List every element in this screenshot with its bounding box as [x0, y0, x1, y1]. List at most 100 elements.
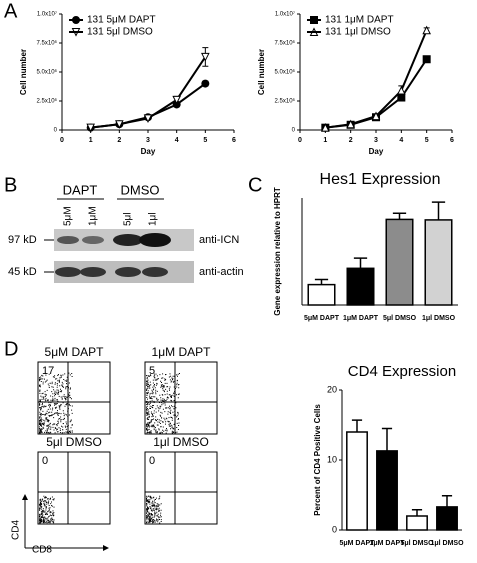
- marker: [346, 119, 355, 129]
- flow-title: 1μl DMSO: [153, 435, 209, 449]
- antibody: anti-actin: [199, 266, 244, 278]
- x-axis-label: Day: [141, 147, 156, 156]
- x-tick-label: 1μM DAPT: [343, 315, 379, 322]
- x-tick-label: 3: [146, 137, 150, 144]
- blot-group: DMSO: [121, 182, 160, 197]
- flow-frame: [37, 361, 111, 435]
- x-tick-label: 5: [425, 137, 429, 144]
- y-tick-label: 0: [292, 128, 296, 134]
- event-dots: [39, 495, 55, 524]
- x-axis-label: Day: [369, 147, 384, 156]
- event-dots: [146, 373, 180, 434]
- marker: [115, 120, 124, 129]
- lane-label: 5μl: [123, 212, 134, 226]
- x-tick-label: 4: [399, 137, 403, 144]
- y-tick-label: 1.0x10⁷: [37, 11, 57, 18]
- quadrant-percent: 17: [42, 365, 54, 377]
- x-tick-label: 5μl DMSO: [383, 315, 417, 322]
- bar: [406, 515, 428, 531]
- bar: [424, 219, 453, 306]
- error-bar: [441, 494, 453, 507]
- arrow-head: [103, 545, 109, 551]
- x-tick-label: 5μM DAPT: [304, 315, 340, 322]
- legend-label: 131 5μM DAPT: [87, 15, 156, 26]
- x-tick-label: 0: [60, 137, 64, 144]
- y-axis-label: Cell number: [19, 49, 28, 95]
- flow-xlabel: CD8: [32, 545, 52, 556]
- size-marker: 97 kD: [8, 234, 37, 246]
- y-axis-label: Gene expression relative to HPRT: [273, 187, 282, 316]
- antibody: anti-ICN: [199, 234, 239, 246]
- marker: [422, 25, 431, 35]
- flow-title: 5μl DMSO: [46, 435, 102, 449]
- x-tick-label: 6: [232, 137, 236, 144]
- band: [82, 236, 104, 244]
- legend-label: 131 1μl DMSO: [325, 27, 391, 38]
- x-tick-label: 2: [349, 137, 353, 144]
- x-tick-label: 4: [175, 137, 179, 144]
- flow-frame: [144, 361, 218, 435]
- panel-label: C: [248, 174, 262, 196]
- x-tick-label: 1: [323, 137, 327, 144]
- error-bar: [411, 508, 423, 516]
- y-tick-label: 5.0x10⁶: [37, 69, 58, 76]
- x-tick-label: 1: [89, 137, 93, 144]
- marker: [371, 111, 381, 121]
- y-axis-label: Percent of CD4 Positive Cells: [313, 404, 322, 516]
- flow-frame: [144, 451, 218, 525]
- y-tick-label: 0: [332, 524, 337, 534]
- flow-frame: [37, 451, 111, 525]
- event-dots: [146, 495, 162, 524]
- panel-label: B: [4, 174, 17, 196]
- flow-ylabel: CD4: [11, 520, 22, 540]
- bar: [346, 267, 375, 306]
- y-tick-label: 7.5x10⁶: [37, 40, 58, 47]
- marker: [201, 52, 210, 62]
- band: [80, 267, 106, 277]
- marker: [397, 85, 406, 95]
- marker: [422, 55, 431, 64]
- bar: [385, 218, 414, 306]
- x-tick-label: 5: [203, 137, 207, 144]
- quadrant-percent: 0: [42, 455, 48, 467]
- y-tick-label: 20: [327, 384, 337, 394]
- size-marker: 45 kD: [8, 266, 37, 278]
- y-tick-label: 10: [327, 454, 337, 464]
- lane-label: 1μM: [88, 206, 99, 226]
- flow-title: 1μM DAPT: [152, 345, 212, 359]
- quadrant-percent: 0: [149, 455, 155, 467]
- bar: [307, 283, 336, 306]
- error-bar: [381, 427, 393, 451]
- quadrant-percent: 5: [149, 365, 155, 377]
- error-bar: [353, 257, 368, 269]
- marker: [321, 123, 330, 132]
- y-tick-label: 7.5x10⁶: [275, 40, 296, 47]
- error-bar: [351, 419, 363, 432]
- event-dots: [39, 372, 73, 434]
- x-tick-label: 2: [117, 137, 121, 144]
- error-bar: [392, 212, 407, 220]
- chart-title: CD4 Expression: [348, 363, 456, 380]
- band: [115, 267, 141, 277]
- x-tick-label: 5μM DAPT: [339, 540, 375, 547]
- y-tick-label: 2.5x10⁶: [37, 98, 58, 105]
- x-tick-label: 6: [450, 137, 454, 144]
- flow-title: 5μM DAPT: [45, 345, 105, 359]
- bar: [346, 431, 368, 531]
- x-tick-label: 1μl DMSO: [430, 540, 464, 547]
- panel-label: D: [4, 338, 18, 360]
- arrow-head: [22, 494, 28, 500]
- band: [113, 234, 143, 246]
- band: [139, 233, 171, 247]
- lane-label: 1μl: [148, 212, 159, 226]
- marker: [172, 95, 181, 105]
- lane-label: 5μM: [63, 206, 74, 226]
- bar: [436, 506, 458, 531]
- error-bar: [314, 278, 329, 285]
- x-tick-label: 5μl DMSO: [400, 540, 434, 547]
- x-tick-label: 1μl DMSO: [422, 315, 456, 322]
- x-tick-label: 3: [374, 137, 378, 144]
- y-tick-label: 1.0x10⁷: [275, 11, 295, 18]
- band: [57, 236, 79, 244]
